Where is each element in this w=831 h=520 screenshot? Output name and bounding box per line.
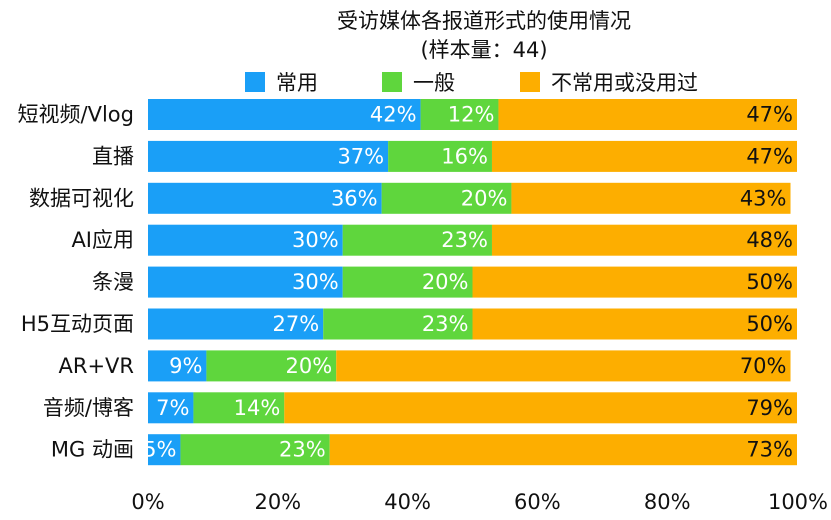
legend-swatch (245, 72, 265, 92)
x-tick-label: 60% (514, 490, 561, 514)
bar-data-label: 9% (169, 354, 202, 378)
bar-segment (498, 99, 797, 130)
bar-segment (472, 266, 797, 298)
bar-segment (193, 392, 285, 424)
legend-label: 常用 (276, 71, 318, 95)
bars-group: 42% 12% 47% 37% 16% 47% 36% 20% 43% 30% 23% 48% 30% 2… (143, 99, 797, 466)
bar-data-label: 48% (746, 228, 793, 252)
legend-label: 一般 (413, 71, 455, 95)
bar-segment (323, 308, 473, 340)
x-axis-ticks: 0% 20% 40% 60% 80% 100% (131, 490, 828, 514)
bar-data-label: 36% (331, 186, 378, 210)
bar-data-label: 47% (746, 103, 793, 127)
bar-segment (148, 224, 343, 256)
bar-data-label: 70% (740, 354, 787, 378)
x-tick-label: 20% (254, 490, 301, 514)
bar-segment (420, 99, 499, 130)
bar-segment (148, 350, 207, 382)
bar-segment (342, 266, 473, 298)
bar-segment (342, 224, 492, 256)
category-label: MG 动画 (51, 438, 134, 462)
bar-segment (491, 224, 797, 256)
bar-data-label: 5% (143, 438, 176, 462)
bar-data-label: 43% (740, 186, 787, 210)
category-label: AR+VR (58, 354, 134, 378)
bar-data-label: 14% (234, 396, 281, 420)
chart-legend: 常用 一般 不常用或没用过 (245, 71, 698, 95)
legend-label: 不常用或没用过 (551, 71, 698, 95)
bar-data-label: 37% (337, 144, 384, 168)
bar-data-label: 12% (448, 103, 495, 127)
bar-segment (472, 308, 797, 340)
chart-subtitle: (样本量：44) (420, 38, 547, 62)
bar-data-label: 27% (273, 312, 320, 336)
legend-swatch (520, 72, 540, 92)
category-label: 直播 (92, 144, 134, 168)
bar-segment (284, 392, 797, 424)
bar-data-label: 23% (279, 438, 326, 462)
bar-data-label: 23% (441, 228, 488, 252)
category-label: 短视频/Vlog (18, 103, 134, 127)
chart-title: 受访媒体各报道形式的使用情况 (337, 9, 631, 33)
bar-segment (148, 182, 382, 214)
x-tick-label: 80% (644, 490, 691, 514)
legend-swatch (382, 72, 402, 92)
bar-data-label: 23% (422, 312, 469, 336)
bar-segment (148, 99, 421, 130)
bar-data-label: 7% (156, 396, 189, 420)
bar-segment (148, 392, 194, 424)
bar-data-label: 50% (746, 270, 793, 294)
bar-segment (329, 434, 797, 466)
bar-segment (148, 266, 343, 298)
bar-segment (511, 182, 791, 214)
x-tick-label: 0% (131, 490, 164, 514)
bar-data-label: 47% (746, 144, 793, 168)
bar-segment (336, 350, 791, 382)
bar-data-label: 73% (746, 438, 793, 462)
category-label: 条漫 (92, 270, 134, 294)
bar-segment (381, 182, 512, 214)
x-tick-label: 40% (384, 490, 431, 514)
bar-data-label: 50% (746, 312, 793, 336)
bar-data-label: 20% (461, 186, 508, 210)
bar-segment (148, 434, 181, 466)
bar-segment (206, 350, 337, 382)
category-label: 数据可视化 (29, 186, 134, 210)
category-label: 音频/博客 (43, 396, 134, 420)
category-label: H5互动页面 (21, 312, 134, 336)
bar-segment (148, 140, 389, 172)
bar-data-label: 20% (286, 354, 333, 378)
bar-data-label: 20% (422, 270, 469, 294)
bar-data-label: 79% (746, 396, 793, 420)
bar-data-label: 16% (441, 144, 488, 168)
bar-data-label: 30% (292, 270, 339, 294)
category-label: AI应用 (71, 228, 134, 252)
bar-segment (148, 308, 324, 340)
bar-data-label: 42% (370, 103, 417, 127)
x-tick-label: 100% (768, 490, 828, 514)
bar-data-label: 30% (292, 228, 339, 252)
bar-segment (491, 140, 797, 172)
bar-segment (180, 434, 330, 466)
bar-segment (388, 140, 492, 172)
